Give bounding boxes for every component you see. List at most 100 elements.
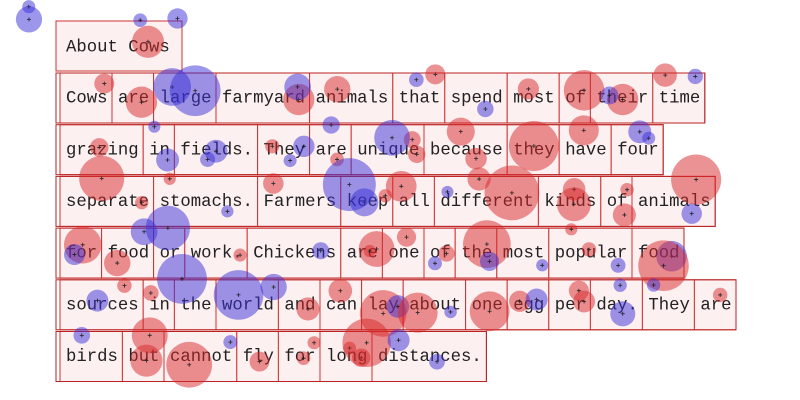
fixation-center [526, 86, 531, 91]
fixation-center [364, 340, 369, 345]
fixation-center [329, 123, 334, 128]
fixation-center [458, 129, 463, 134]
fixation-center [165, 158, 170, 163]
fixation-center [271, 285, 276, 290]
fixation-center [637, 129, 642, 134]
fixation-center [225, 209, 230, 214]
fixation-center [187, 362, 192, 367]
fixation-center [399, 184, 404, 189]
word: time [659, 90, 700, 109]
fixation-center [433, 72, 438, 77]
fixation-center [381, 311, 386, 316]
fixation-center [396, 338, 401, 343]
word: distances. [378, 348, 482, 367]
fixation-center [694, 177, 699, 182]
fixation-center [517, 299, 522, 304]
fixation-center [236, 292, 241, 297]
word: can [326, 296, 357, 315]
word: that [399, 90, 440, 109]
word: They [648, 296, 689, 315]
fixation-center [445, 189, 450, 194]
word: spend [451, 90, 503, 109]
fixation-center [663, 73, 668, 78]
fixation-center [415, 310, 420, 315]
fixation-center [718, 292, 723, 297]
fixation-center [146, 39, 151, 44]
fixation-center [534, 297, 539, 302]
fixation-center [625, 187, 630, 192]
fixation-center [144, 358, 149, 363]
fixation-center [531, 143, 536, 148]
fixation-center [347, 182, 352, 187]
fixation-center [142, 229, 147, 234]
fixation-center [607, 93, 612, 98]
word: four [617, 141, 658, 160]
fixation-center [167, 176, 172, 181]
word-box [693, 279, 737, 331]
word: Farmers [264, 193, 337, 212]
fixation-center [165, 225, 170, 230]
fixation-center [305, 306, 310, 311]
fixation-center [581, 128, 586, 133]
fixation-center [483, 106, 488, 111]
fixation-center [509, 190, 514, 195]
word-box [59, 331, 123, 382]
fixation-center [301, 144, 306, 149]
fixation-center [484, 242, 489, 247]
fixation-center [651, 282, 656, 287]
fixation-center [338, 288, 343, 293]
word: separate [66, 193, 149, 212]
fixation-center [448, 309, 453, 314]
fixation-center [238, 253, 243, 258]
fixation-center [72, 252, 77, 257]
word: most [503, 245, 544, 264]
fixation-center [404, 235, 409, 240]
fixation-center [335, 87, 340, 92]
fixation-center [582, 299, 587, 304]
fixation-center [410, 137, 415, 142]
fixation-center [432, 261, 437, 266]
fixation-center [587, 247, 592, 252]
line-box [55, 331, 487, 382]
fixation-center [622, 212, 627, 217]
fixation-center [571, 202, 576, 207]
fixation-center [288, 158, 293, 163]
fixation-center [474, 156, 479, 161]
fixation-center [270, 144, 275, 149]
fixation-center [271, 181, 276, 186]
fixation-center [620, 97, 625, 102]
fixation-center [97, 145, 102, 150]
fixation-center [139, 200, 144, 205]
word: one [388, 245, 419, 264]
fixation-center [214, 149, 219, 154]
fixation-center [301, 356, 306, 361]
fixation-center [102, 81, 107, 86]
line-box [55, 175, 716, 227]
fixation-center [661, 263, 666, 268]
fixation-center [477, 177, 482, 182]
fixation-center [689, 211, 694, 216]
fixation-center [228, 340, 233, 345]
word: Cows [66, 90, 107, 109]
fixation-center [487, 309, 492, 314]
fixation-center [540, 263, 545, 268]
fixation-center [80, 242, 85, 247]
word: birds [66, 348, 118, 367]
fixation-center [79, 333, 84, 338]
fixation-center [616, 263, 621, 268]
fixation-center [618, 283, 623, 288]
fixation-center [582, 88, 587, 93]
fixation-center [139, 100, 144, 105]
fixation-center [95, 298, 100, 303]
fixation-center [193, 88, 198, 93]
word: in [149, 296, 170, 315]
fixation-center [414, 77, 419, 82]
fixation-center [115, 261, 120, 266]
fixation-center [312, 340, 317, 345]
fixation-center [318, 248, 323, 253]
fixation-center [152, 124, 157, 129]
fixation-center [693, 74, 698, 79]
fixation-center [175, 16, 180, 21]
fixation-center [205, 157, 210, 162]
